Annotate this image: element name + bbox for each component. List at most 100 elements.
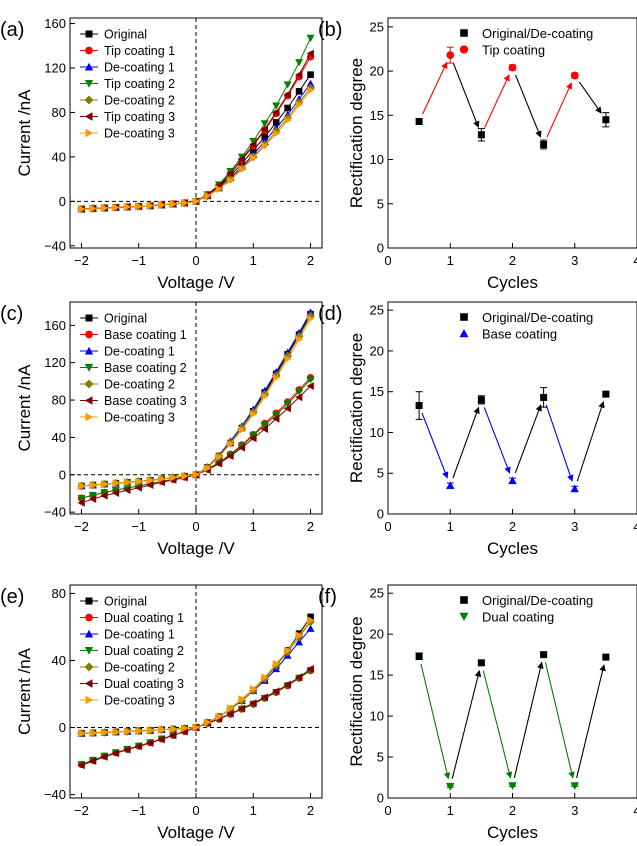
legend-label: De-coating 3 — [104, 411, 175, 425]
transition-arrow — [514, 74, 542, 138]
y-tick-label: −40 — [44, 787, 66, 802]
data-point — [146, 481, 154, 490]
data-point — [295, 335, 304, 344]
x-axis-title: Voltage /V — [157, 273, 235, 292]
data-point — [508, 63, 517, 72]
data-point — [77, 494, 86, 503]
data-point — [602, 653, 610, 661]
panel-label: (d) — [318, 303, 342, 325]
chart-panel-a: (a) −2 −1 0 1 2 −40 0 40 80 120 160 Voltage /V Curren… — [0, 16, 323, 292]
data-point — [237, 155, 246, 164]
data-point — [284, 646, 292, 655]
x-tick-label: 3 — [571, 519, 578, 534]
data-point — [295, 631, 304, 640]
legend-item-tip-coating: Tip coating — [459, 43, 545, 58]
data-point — [146, 476, 155, 485]
legend-marker — [85, 330, 93, 339]
data-point — [570, 71, 579, 80]
legend-label: Dual coating 2 — [104, 644, 184, 658]
data-point — [295, 88, 303, 95]
legend-item-de-coating-1: De-coating 1 — [80, 61, 175, 75]
data-point — [283, 81, 292, 89]
series-dual-coating — [446, 782, 579, 791]
x-tick-label: −2 — [74, 803, 89, 818]
y-axis-title: Current /nA — [15, 647, 34, 735]
legend-label: De-coating 1 — [104, 628, 175, 642]
x-axis-title: Cycles — [487, 823, 538, 842]
data-point — [158, 725, 166, 734]
data-point — [204, 464, 212, 473]
data-point — [135, 202, 143, 211]
y-tick-label: −40 — [44, 505, 66, 520]
transition-arrow — [576, 664, 606, 779]
data-point — [272, 129, 281, 138]
panel-label: (c) — [0, 303, 23, 325]
data-point — [146, 201, 155, 210]
y-tick-label: 10 — [370, 152, 384, 167]
data-point — [477, 131, 485, 139]
data-point — [272, 414, 280, 423]
series-de-coating-3 — [78, 86, 315, 214]
legend-label: De-coating 1 — [104, 345, 175, 359]
legend-marker — [84, 112, 93, 121]
y-tick-label: 15 — [370, 108, 384, 123]
data-point — [540, 141, 548, 148]
y-tick-label: 80 — [52, 393, 66, 408]
legend-marker — [84, 95, 94, 105]
data-point — [307, 616, 315, 625]
data-point — [307, 71, 314, 78]
panel-label: (f) — [318, 586, 337, 608]
legend-marker — [459, 612, 469, 622]
panel-label: (a) — [0, 19, 24, 41]
legend-marker — [84, 80, 94, 88]
y-tick-label: 15 — [370, 668, 384, 683]
data-point — [249, 140, 257, 149]
legend-label: Tip coating 2 — [104, 77, 175, 91]
transition-arrow — [514, 404, 542, 474]
data-point — [157, 735, 165, 744]
y-tick-label: 160 — [44, 16, 66, 31]
chart-panel-f: (f) 0 1 2 3 4 0 5 10 15 20 25 Cycles Rectification de… — [318, 584, 637, 842]
transition-arrow — [452, 62, 480, 128]
x-tick-label: −1 — [131, 803, 146, 818]
data-point — [283, 404, 291, 413]
data-point — [295, 59, 304, 67]
series-de-coating-3 — [78, 616, 315, 738]
data-point — [283, 90, 291, 99]
data-point — [283, 400, 292, 408]
data-point — [158, 200, 166, 209]
data-point — [112, 727, 120, 736]
y-axis-title: Rectification degree — [347, 58, 366, 208]
data-point — [283, 680, 291, 689]
legend-marker — [460, 313, 468, 321]
legend-item-tip-coating-1: Tip coating 1 — [80, 44, 175, 58]
transition-arrow — [422, 61, 448, 115]
data-point — [260, 421, 269, 430]
data-point — [204, 718, 212, 727]
transition-arrow — [483, 407, 511, 474]
legend-item-base-coating-3: Base coating 3 — [80, 394, 187, 408]
data-point — [123, 745, 131, 754]
y-tick-label: 160 — [44, 318, 66, 333]
data-point — [477, 396, 485, 404]
legend-marker — [460, 29, 468, 37]
data-point — [272, 373, 281, 382]
y-axis-title: Current /nA — [15, 364, 34, 452]
data-point — [295, 393, 303, 402]
data-point — [446, 51, 455, 60]
data-point — [249, 685, 258, 693]
legend-label: Base coating 3 — [104, 394, 187, 408]
data-point — [306, 83, 315, 93]
chart-panel-e: (e) −2 −1 0 1 2 −40 0 40 80 Voltage /V Current /nA O… — [0, 584, 323, 842]
x-tick-label: 1 — [447, 253, 454, 268]
x-tick-label: 0 — [192, 519, 199, 534]
data-point — [540, 393, 548, 401]
legend-marker — [85, 597, 93, 605]
y-tick-label: 0 — [59, 720, 66, 735]
data-point — [181, 472, 189, 481]
data-point — [261, 141, 269, 150]
data-point — [260, 425, 269, 433]
data-point — [295, 100, 304, 109]
x-axis-title: Voltage /V — [157, 823, 235, 842]
legend-label: Tip coating 1 — [104, 44, 175, 58]
